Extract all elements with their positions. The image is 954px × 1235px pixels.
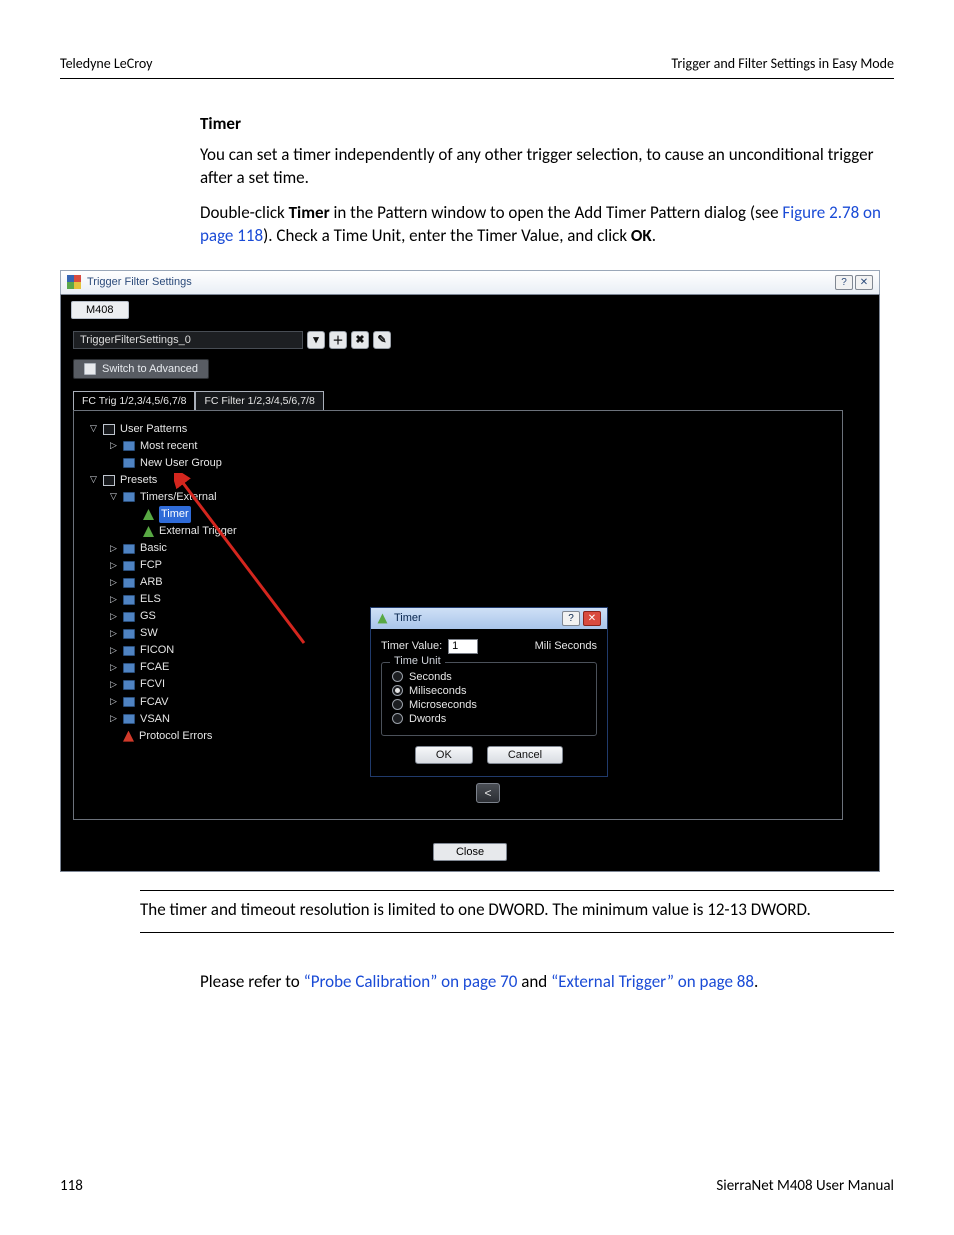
folder-icon xyxy=(123,663,135,673)
collapse-button[interactable]: < xyxy=(476,783,500,803)
app-icon xyxy=(67,275,81,289)
group-icon xyxy=(103,424,115,435)
cancel-button[interactable]: Cancel xyxy=(487,746,563,764)
folder-icon xyxy=(123,441,135,451)
tree-timers-external[interactable]: ▽Timers/External xyxy=(110,489,842,506)
folder-icon xyxy=(123,561,135,571)
help-button[interactable]: ? xyxy=(835,275,853,290)
switch-icon xyxy=(84,363,96,375)
dialog-titlebar: Timer ? ✕ xyxy=(371,608,607,629)
instruction-paragraph: Double-click Timer in the Pattern window… xyxy=(200,202,894,248)
window-title: Trigger Filter Settings xyxy=(87,276,192,288)
tree-new-user-group[interactable]: New User Group xyxy=(110,455,842,472)
leaf-icon xyxy=(143,509,154,520)
dialog-help-button[interactable]: ? xyxy=(562,611,580,626)
doc-title: SierraNet M408 User Manual xyxy=(716,1177,894,1195)
tree-els[interactable]: ▷ELS xyxy=(110,591,842,608)
folder-icon xyxy=(123,680,135,690)
folder-icon xyxy=(123,595,135,605)
dropdown-button[interactable]: ▾ xyxy=(307,331,325,349)
timer-value-label: Timer Value: xyxy=(381,640,442,652)
device-tab[interactable]: M408 xyxy=(71,301,129,319)
header-right: Trigger and Filter Settings in Easy Mode xyxy=(671,55,894,72)
leaf-icon xyxy=(143,526,154,537)
folder-icon xyxy=(123,646,135,656)
tree-timer[interactable]: Timer xyxy=(130,506,842,523)
profile-combo[interactable]: TriggerFilterSettings_0 xyxy=(73,331,303,349)
switch-advanced-button[interactable]: Switch to Advanced xyxy=(73,359,209,379)
intro-paragraph: You can set a timer independently of any… xyxy=(200,144,894,190)
folder-icon xyxy=(123,492,135,502)
folder-icon xyxy=(123,714,135,724)
close-button[interactable]: Close xyxy=(433,843,507,861)
tab-fc-filter[interactable]: FC Filter 1/2,3/4,5/6,7/8 xyxy=(195,391,323,410)
folder-icon xyxy=(123,612,135,622)
dialog-title: Timer xyxy=(394,612,422,624)
timer-value-unit: Mili Seconds xyxy=(535,640,597,652)
folder-icon xyxy=(123,629,135,639)
radio-milliseconds[interactable]: Miliseconds xyxy=(392,685,586,697)
tree-arb[interactable]: ▷ARB xyxy=(110,574,842,591)
leaf-icon xyxy=(123,731,134,742)
tree-presets[interactable]: ▽Presets xyxy=(90,472,842,489)
folder-icon xyxy=(123,544,135,554)
ok-button[interactable]: OK xyxy=(415,746,473,764)
timer-value-input[interactable]: 1 xyxy=(448,639,478,654)
tree-most-recent[interactable]: ▷Most recent xyxy=(110,438,842,455)
group-icon xyxy=(103,475,115,486)
folder-icon xyxy=(123,697,135,707)
dialog-close-button[interactable]: ✕ xyxy=(583,611,601,626)
pattern-tree: ▽User Patterns ▷Most recent New User Gro… xyxy=(73,410,843,820)
timer-dialog: Timer ? ✕ Timer Value: 1 Mili Seconds xyxy=(370,607,608,777)
time-unit-group: Time Unit Seconds Miliseconds Microsecon… xyxy=(381,662,597,736)
radio-seconds[interactable]: Seconds xyxy=(392,671,586,683)
note-box: The timer and timeout resolution is limi… xyxy=(140,890,894,933)
folder-icon xyxy=(123,578,135,588)
ref-link-probe[interactable]: “Probe Calibration” on page 70 xyxy=(304,971,518,992)
add-button[interactable]: ＋ xyxy=(329,331,347,349)
tree-fcp[interactable]: ▷FCP xyxy=(110,557,842,574)
section-title: Timer xyxy=(200,113,894,134)
edit-button[interactable]: ✎ xyxy=(373,331,391,349)
window-titlebar: Trigger Filter Settings ? ✕ xyxy=(60,270,880,294)
tree-basic[interactable]: ▷Basic xyxy=(110,540,842,557)
close-window-button[interactable]: ✕ xyxy=(855,275,873,290)
delete-button[interactable]: ✖ xyxy=(351,331,369,349)
screenshot: Trigger Filter Settings ? ✕ M408 Trigger… xyxy=(60,270,880,872)
fieldset-legend: Time Unit xyxy=(390,655,445,667)
radio-microseconds[interactable]: Microseconds xyxy=(392,699,586,711)
page-number: 118 xyxy=(60,1177,83,1195)
references: Please refer to “Probe Calibration” on p… xyxy=(200,971,894,994)
header-left: Teledyne LeCroy xyxy=(60,55,153,72)
ref-link-ext-trigger[interactable]: “External Trigger” on page 88 xyxy=(551,971,754,992)
radio-dwords[interactable]: Dwords xyxy=(392,713,586,725)
tree-user-patterns[interactable]: ▽User Patterns xyxy=(90,421,842,438)
tree-external-trigger[interactable]: External Trigger xyxy=(130,523,842,540)
tab-fc-trig[interactable]: FC Trig 1/2,3/4,5/6,7/8 xyxy=(73,391,195,410)
folder-icon xyxy=(123,458,135,468)
dialog-icon xyxy=(378,613,388,623)
